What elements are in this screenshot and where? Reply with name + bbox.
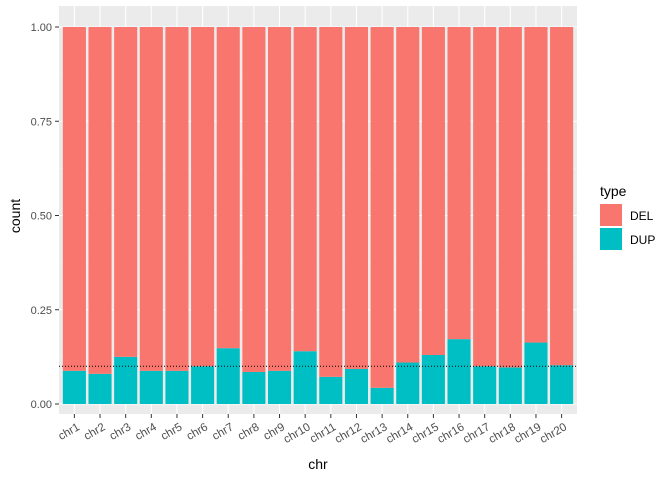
y-tick-label: 1.00 <box>31 22 52 34</box>
bar-del-chr2 <box>88 27 112 374</box>
y-tick-label: 0.25 <box>31 305 52 317</box>
y-axis: 0.00 0.25 0.50 0.75 1.00 <box>31 22 59 411</box>
legend-swatch-del <box>600 204 622 226</box>
legend-swatch-dup <box>600 228 622 250</box>
bar-del-chr9 <box>267 27 292 371</box>
bar-dup-chr13 <box>370 387 394 404</box>
y-tick-label: 0.00 <box>31 399 52 411</box>
bar-del-chr16 <box>447 27 471 340</box>
x-tick-label: chr19 <box>513 421 544 446</box>
x-tick-label: chr20 <box>538 421 569 446</box>
bar-dup-chr5 <box>165 370 189 404</box>
bar-del-chr1 <box>62 27 86 371</box>
bar-dup-chr18 <box>498 367 522 404</box>
bar-del-chr11 <box>319 27 343 377</box>
bar-del-chr19 <box>524 27 548 343</box>
bar-del-chr14 <box>396 27 420 363</box>
x-tick-label: chr6 <box>185 421 210 443</box>
bar-dup-chr10 <box>293 351 317 404</box>
bar-dup-chr15 <box>421 354 445 404</box>
x-tick-label: chr13 <box>359 421 390 446</box>
legend-items: DEL DUP <box>600 204 655 250</box>
bar-dup-chr20 <box>550 365 574 404</box>
legend-label-dup: DUP <box>630 233 655 247</box>
bar-del-chr12 <box>344 27 369 369</box>
bar-dup-chr12 <box>344 368 369 404</box>
x-tick-label: chr3 <box>108 421 133 443</box>
x-tick-label: chr8 <box>236 421 261 443</box>
bar-dup-chr16 <box>447 339 471 404</box>
x-tick-label: chr14 <box>384 421 415 446</box>
bars-group <box>62 27 574 404</box>
bar-dup-chr7 <box>216 348 240 404</box>
x-tick-label: chr18 <box>487 421 518 446</box>
bar-del-chr7 <box>216 27 240 349</box>
bar-del-chr13 <box>370 27 394 388</box>
x-tick-label: chr2 <box>82 421 107 443</box>
bar-dup-chr14 <box>396 362 420 404</box>
x-axis-title: chr <box>308 456 328 472</box>
x-tick-label: chr15 <box>410 421 441 446</box>
bar-dup-chr2 <box>88 373 112 404</box>
bar-del-chr15 <box>421 27 445 355</box>
x-tick-label: chr1 <box>57 421 82 443</box>
legend-label-del: DEL <box>630 209 654 223</box>
x-tick-label: chr5 <box>159 421 184 443</box>
bar-dup-chr11 <box>319 376 343 404</box>
bar-del-chr4 <box>139 27 163 371</box>
x-tick-label: chr17 <box>461 421 492 446</box>
bar-del-chr8 <box>242 27 266 372</box>
bar-dup-chr9 <box>267 370 292 404</box>
bar-del-chr5 <box>165 27 189 371</box>
bar-dup-chr6 <box>191 366 215 404</box>
x-tick-label: chr16 <box>436 421 467 446</box>
y-tick-label: 0.50 <box>31 211 52 223</box>
bar-dup-chr3 <box>114 356 138 404</box>
bar-dup-chr1 <box>62 370 86 404</box>
bar-del-chr18 <box>498 27 522 368</box>
x-axis: chr1 chr2 chr3 chr4 chr5 chr6 chr7 chr8 chr9chr1… <box>57 414 569 446</box>
bar-dup-chr17 <box>473 366 497 404</box>
bar-dup-chr19 <box>524 342 548 404</box>
bar-del-chr6 <box>191 27 215 367</box>
x-tick-label: chr12 <box>333 421 364 446</box>
x-tick-label: chr11 <box>308 421 338 445</box>
bar-del-chr10 <box>293 27 317 352</box>
bar-dup-chr8 <box>242 371 266 404</box>
x-tick-label: chr7 <box>210 421 235 443</box>
y-tick-label: 0.75 <box>31 116 52 128</box>
bar-dup-chr4 <box>139 370 163 404</box>
bar-del-chr3 <box>114 27 138 357</box>
x-tick-label: chr4 <box>133 421 159 443</box>
legend: type DEL DUP <box>600 183 655 250</box>
y-axis-title: count <box>7 199 23 233</box>
legend-title: type <box>600 183 627 199</box>
x-tick-label: chr10 <box>282 421 313 446</box>
bar-del-chr20 <box>550 27 574 366</box>
bar-del-chr17 <box>473 27 497 367</box>
